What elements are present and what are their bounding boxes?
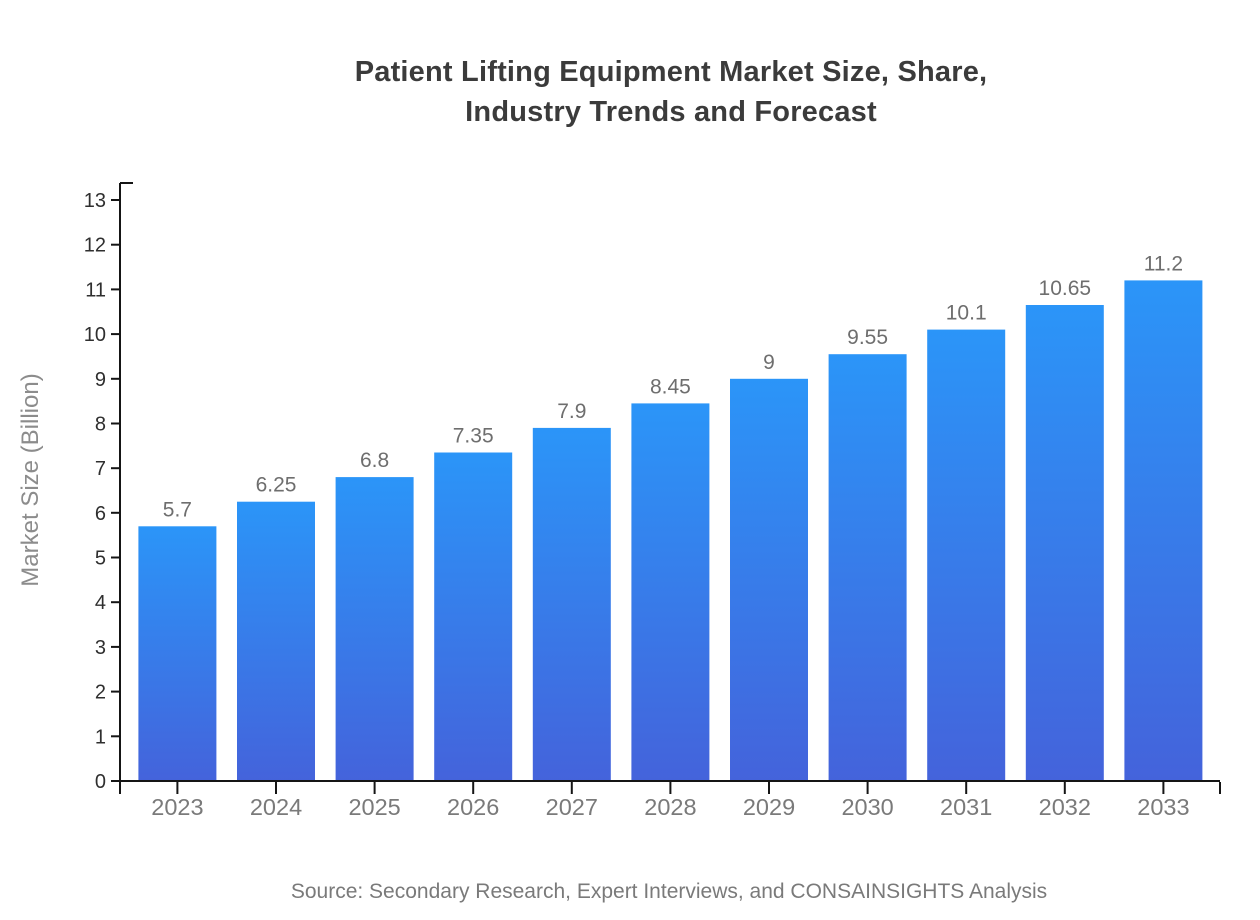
bar: [1124, 280, 1203, 781]
bar-value-label: 9.55: [847, 326, 888, 349]
bar: [631, 403, 710, 781]
bar: [138, 526, 217, 781]
x-axis-tick-label: 2029: [743, 794, 795, 820]
y-axis-tick-label: 6: [95, 503, 106, 525]
x-axis-tick-label: 2030: [841, 794, 893, 820]
y-axis-tick-label: 7: [95, 458, 106, 480]
bar-value-label: 10.65: [1039, 277, 1092, 300]
chart-title-line2: Industry Trends and Forecast: [465, 96, 877, 128]
y-axis-tick-label: 12: [84, 235, 106, 257]
bar-value-label: 5.7: [163, 498, 192, 521]
bar-value-label: 6.8: [360, 449, 389, 472]
y-axis-title: Market Size (Billion): [17, 373, 44, 587]
chart-title: Patient Lifting Equipment Market Size, S…: [355, 52, 988, 132]
x-axis-tick-label: 2033: [1137, 794, 1189, 820]
x-axis-tick-label: 2027: [546, 794, 598, 820]
bar: [335, 477, 414, 781]
x-axis-tick-label: 2028: [644, 794, 696, 820]
y-axis-tick-label: 2: [95, 682, 106, 704]
x-axis-tick-label: 2025: [348, 794, 400, 820]
bar: [237, 501, 315, 781]
bar: [532, 427, 611, 781]
chart-title-line1: Patient Lifting Equipment Market Size, S…: [354, 56, 988, 88]
y-axis-tick-label: 9: [95, 369, 106, 391]
bar-value-label: 8.45: [650, 375, 691, 398]
x-axis-tick-label: 2026: [447, 794, 499, 820]
bar: [434, 452, 513, 781]
y-axis-tick-label: 11: [85, 279, 106, 301]
bar: [1025, 305, 1104, 781]
x-axis-tick-label: 2032: [1039, 794, 1091, 820]
bar-value-label: 9: [763, 351, 775, 374]
y-axis-tick-label: 3: [95, 637, 106, 659]
y-axis-tick-label: 0: [95, 771, 106, 793]
source-note: Source: Secondary Research, Expert Inter…: [290, 880, 1048, 903]
bar-value-label: 11.2: [1144, 252, 1183, 275]
x-axis-tick-label: 2023: [151, 794, 203, 820]
bar: [828, 354, 907, 781]
bar-value-label: 7.9: [557, 400, 586, 423]
y-axis-tick-label: 5: [95, 548, 106, 570]
bar: [927, 329, 1006, 781]
x-axis-tick-label: 2024: [250, 794, 302, 820]
y-axis-tick-label: 4: [95, 592, 106, 614]
y-axis-tick-label: 8: [95, 414, 106, 436]
bar-value-label: 6.25: [256, 474, 297, 497]
bar: [730, 378, 808, 781]
bar-value-label: 10.1: [946, 302, 987, 325]
y-axis-tick-label: 1: [95, 726, 106, 748]
y-axis-tick-label: 10: [84, 324, 106, 346]
bar-value-label: 7.35: [453, 425, 494, 448]
y-axis-tick-label: 13: [84, 190, 106, 212]
x-axis-tick-label: 2031: [940, 794, 992, 820]
